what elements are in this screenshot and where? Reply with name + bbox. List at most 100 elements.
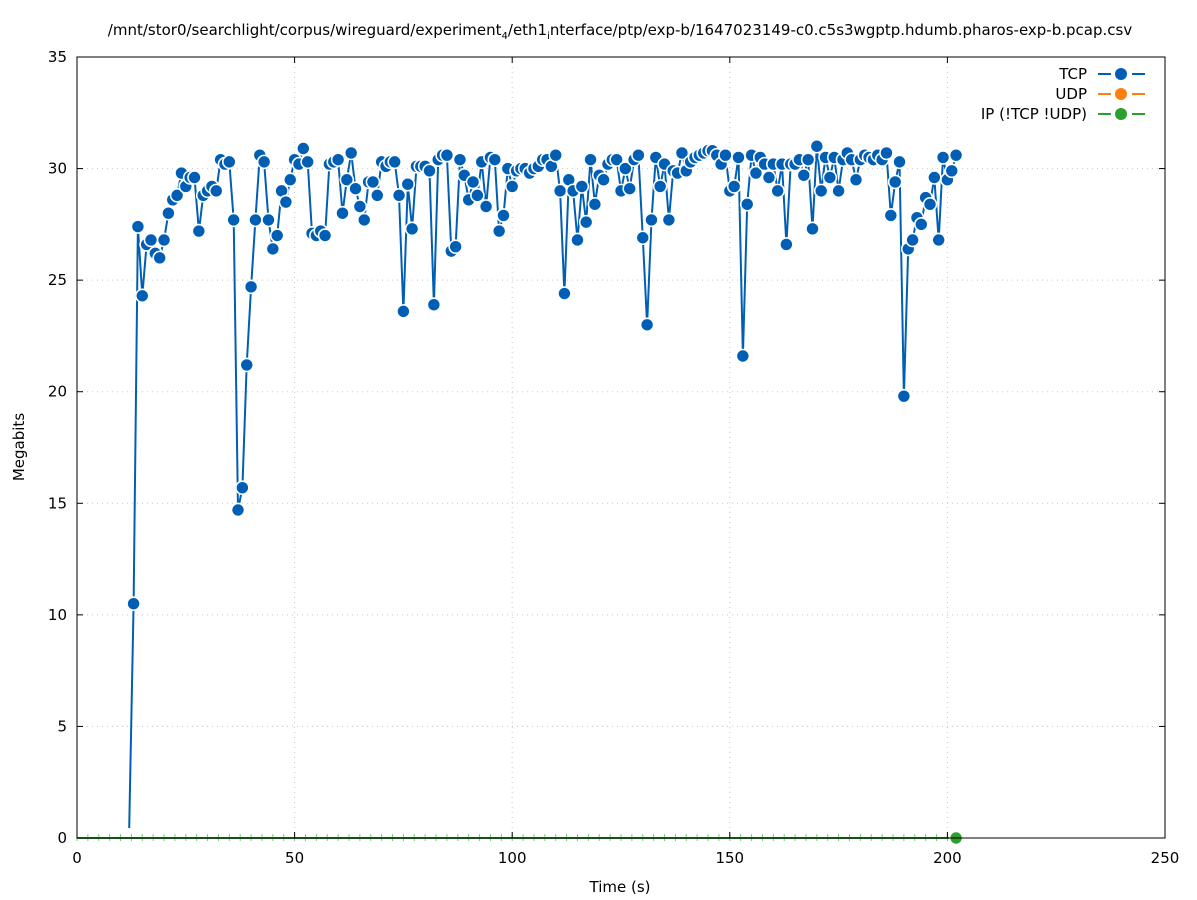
legend-marker (1115, 68, 1127, 80)
data-point (557, 286, 572, 301)
data-point (639, 317, 655, 333)
data-point (905, 232, 920, 248)
data-point (191, 223, 207, 239)
data-point (822, 170, 838, 185)
data-point (622, 181, 638, 196)
data-point (300, 154, 315, 170)
data-point (552, 183, 568, 199)
data-point (583, 152, 598, 167)
data-point (208, 183, 224, 199)
legend-label: TCP (1058, 65, 1087, 83)
y-tick-label: 25 (48, 271, 67, 289)
x-tick-label: 200 (933, 849, 962, 867)
chart-title: /mnt/stor0/searchlight/corpus/wireguard/… (108, 21, 1133, 42)
data-point (496, 208, 511, 223)
y-tick-label: 30 (48, 160, 67, 178)
data-point (169, 188, 185, 203)
data-point (269, 228, 285, 243)
data-point (369, 188, 385, 203)
data-point (152, 250, 167, 266)
data-point (400, 176, 416, 192)
data-point (770, 183, 785, 199)
data-point (813, 183, 829, 199)
data-point (796, 167, 812, 183)
data-point (230, 502, 246, 518)
data-point (805, 221, 820, 237)
data-point (631, 147, 646, 163)
data-point (887, 174, 903, 190)
data-point (226, 212, 241, 228)
data-point (317, 228, 333, 243)
axis-ticks: 0 50 100 150 200 250 0 5 10 15 20 25 30 35 (48, 48, 1179, 867)
x-tick-label: 250 (1151, 849, 1180, 867)
data-point (391, 188, 407, 203)
data-point (883, 208, 899, 223)
x-axis-label: Time (s) (589, 878, 651, 896)
data-point (800, 152, 816, 167)
data-point (935, 150, 951, 165)
data-point (578, 214, 594, 230)
x-tick-label: 50 (285, 849, 304, 867)
data-point (448, 239, 463, 254)
data-point (396, 304, 411, 319)
series-layer (76, 138, 964, 846)
data-point (779, 237, 794, 252)
data-point (748, 165, 764, 181)
data-point (296, 141, 311, 156)
data-point (570, 232, 585, 248)
data-point (652, 179, 668, 194)
data-point (661, 212, 677, 228)
data-point (239, 357, 255, 373)
x-tick-label: 150 (715, 849, 744, 867)
data-point (452, 152, 468, 167)
data-point (944, 163, 960, 179)
y-tick-label: 35 (48, 48, 67, 66)
data-point (356, 212, 372, 228)
data-point (735, 348, 751, 364)
data-point (265, 241, 281, 257)
data-point (465, 174, 481, 190)
data-point (330, 152, 346, 167)
data-point (892, 154, 907, 170)
data-point (491, 223, 507, 239)
data-point (574, 179, 590, 194)
data-point (365, 174, 381, 190)
data-point (635, 230, 651, 246)
y-tick-label: 10 (48, 606, 67, 624)
legend-label: UDP (1055, 85, 1087, 103)
legend-marker (1115, 108, 1127, 120)
series-line-tcp (128, 145, 958, 829)
data-point (896, 388, 912, 404)
data-point (504, 179, 520, 194)
data-point (726, 179, 742, 194)
data-point (587, 196, 603, 212)
plot-frame (76, 56, 1166, 839)
data-point (426, 297, 442, 312)
data-point (922, 196, 938, 212)
data-point (718, 147, 733, 163)
data-point (422, 163, 437, 179)
data-point (548, 147, 564, 163)
data-point (335, 205, 350, 221)
data-point (879, 145, 894, 161)
data-point (126, 596, 141, 612)
data-point (931, 232, 946, 248)
data-point (848, 172, 864, 188)
data-point (156, 232, 172, 248)
legend: TCP UDP IP (!TCP !UDP) (981, 65, 1145, 123)
data-point (261, 212, 276, 228)
data-point (348, 181, 363, 196)
data-point (343, 145, 359, 161)
data-point (478, 199, 494, 214)
y-axis-label: Megabits (10, 413, 28, 481)
data-point (739, 196, 755, 212)
data-point (831, 183, 846, 199)
y-tick-label: 0 (57, 829, 67, 847)
data-point (387, 154, 402, 170)
data-point (470, 188, 485, 203)
data-point (134, 288, 150, 304)
data-point (187, 170, 202, 185)
data-point (352, 199, 368, 214)
y-tick-label: 5 (57, 717, 67, 735)
